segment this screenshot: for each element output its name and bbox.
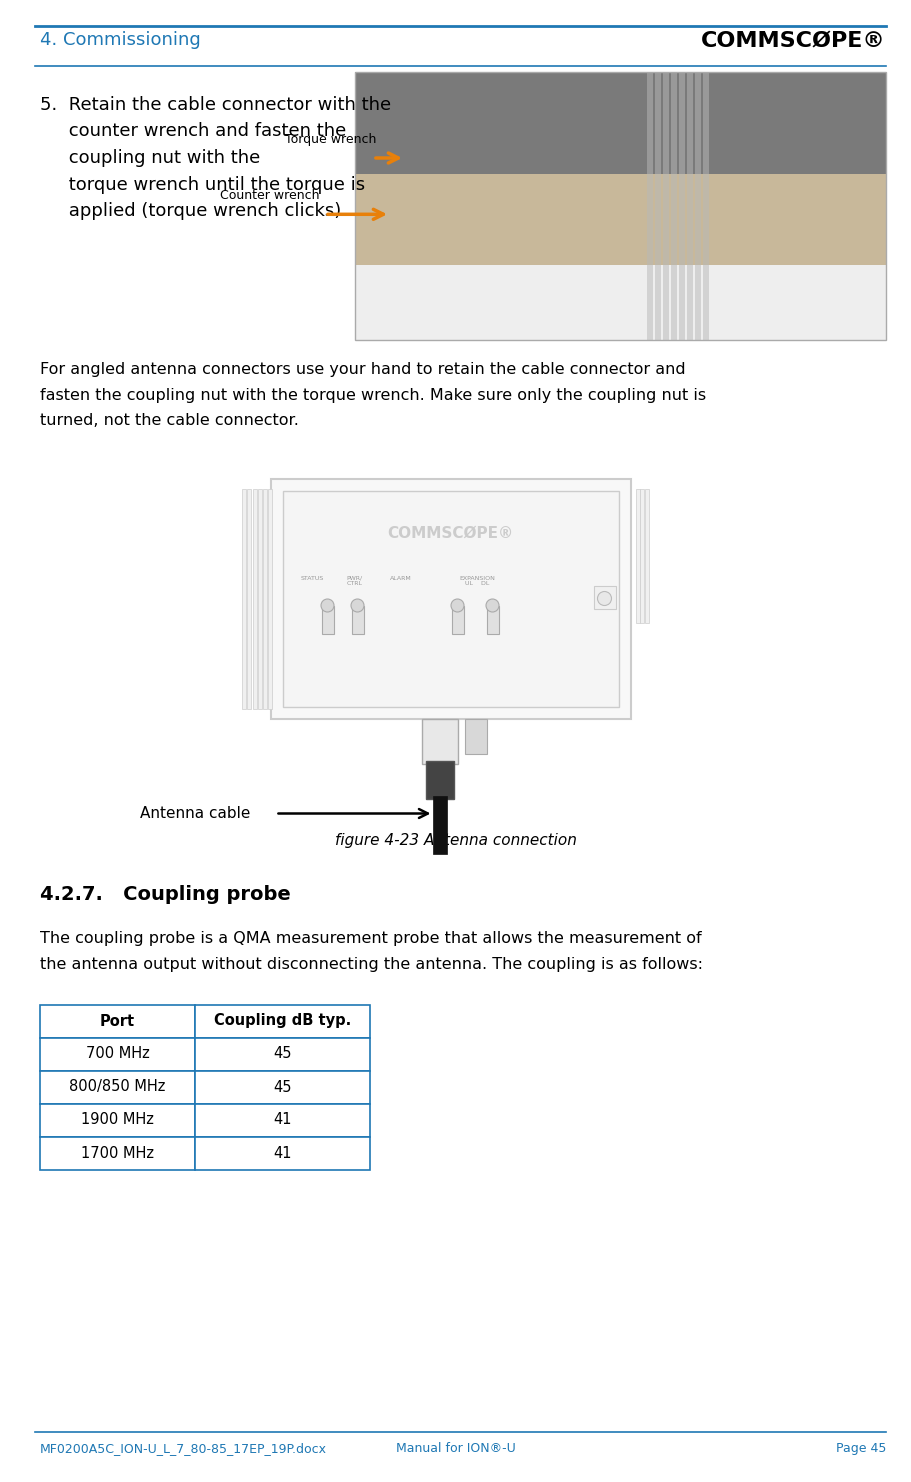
Bar: [355, 173, 886, 265]
Bar: [426, 760, 455, 799]
Text: Antenna cable: Antenna cable: [140, 806, 251, 821]
Bar: [322, 606, 333, 633]
Bar: [423, 719, 458, 763]
Bar: [646, 489, 650, 622]
Bar: [466, 719, 487, 753]
Text: The coupling probe is a QMA measurement probe that allows the measurement of: The coupling probe is a QMA measurement …: [40, 932, 701, 947]
Text: STATUS: STATUS: [301, 575, 324, 581]
Bar: [40, 1037, 195, 1070]
Bar: [352, 606, 363, 633]
Circle shape: [486, 599, 499, 612]
Text: ALARM: ALARM: [390, 575, 412, 581]
Bar: [671, 73, 677, 339]
Bar: [268, 489, 271, 708]
Text: MF0200A5C_ION-U_L_7_80-85_17EP_19P.docx: MF0200A5C_ION-U_L_7_80-85_17EP_19P.docx: [40, 1442, 327, 1455]
Bar: [195, 1104, 370, 1137]
Text: Manual for ION®-U: Manual for ION®-U: [395, 1442, 516, 1455]
Text: 1900 MHz: 1900 MHz: [81, 1113, 154, 1128]
Bar: [242, 489, 247, 708]
Text: 45: 45: [273, 1079, 292, 1095]
Text: Page 45: Page 45: [835, 1442, 886, 1455]
Text: 45: 45: [273, 1046, 292, 1061]
Text: PWR/
CTRL: PWR/ CTRL: [346, 575, 363, 587]
Bar: [248, 489, 251, 708]
Bar: [195, 1070, 370, 1104]
Bar: [655, 73, 661, 339]
Bar: [687, 73, 693, 339]
Text: coupling nut with the: coupling nut with the: [40, 150, 261, 167]
Text: COMMSCØPE®: COMMSCØPE®: [701, 31, 886, 50]
Bar: [695, 73, 701, 339]
Text: Coupling dB typ.: Coupling dB typ.: [214, 1014, 351, 1029]
Text: fasten the coupling nut with the torque wrench. Make sure only the coupling nut : fasten the coupling nut with the torque …: [40, 387, 706, 403]
Circle shape: [351, 599, 364, 612]
Bar: [663, 73, 669, 339]
Bar: [636, 489, 640, 622]
Bar: [486, 606, 498, 633]
Bar: [355, 73, 886, 173]
Circle shape: [598, 591, 611, 606]
Text: turned, not the cable connector.: turned, not the cable connector.: [40, 413, 299, 428]
Bar: [195, 1037, 370, 1070]
Text: 5.  Retain the cable connector with the: 5. Retain the cable connector with the: [40, 96, 391, 114]
Text: 41: 41: [273, 1146, 292, 1160]
Bar: [355, 73, 886, 339]
Bar: [355, 265, 886, 339]
Bar: [434, 796, 447, 854]
Text: EXPANSION
UL    DL: EXPANSION UL DL: [459, 575, 496, 587]
Text: applied (torque wrench clicks).: applied (torque wrench clicks).: [40, 202, 347, 219]
Bar: [258, 489, 261, 708]
Bar: [40, 1070, 195, 1104]
Text: 700 MHz: 700 MHz: [86, 1046, 149, 1061]
Text: torque wrench until the torque is: torque wrench until the torque is: [40, 175, 365, 194]
Text: Torque wrench: Torque wrench: [285, 133, 376, 147]
Circle shape: [451, 599, 464, 612]
Text: Port: Port: [100, 1014, 135, 1029]
Bar: [262, 489, 267, 708]
Bar: [40, 1104, 195, 1137]
Text: 800/850 MHz: 800/850 MHz: [69, 1079, 166, 1095]
Text: figure 4-23 Antenna connection: figure 4-23 Antenna connection: [334, 833, 577, 849]
Bar: [195, 1137, 370, 1169]
Bar: [640, 489, 644, 622]
Text: For angled antenna connectors use your hand to retain the cable connector and: For angled antenna connectors use your h…: [40, 362, 686, 376]
Text: 41: 41: [273, 1113, 292, 1128]
Text: COMMSCØPE®: COMMSCØPE®: [387, 526, 514, 541]
Text: 4. Commissioning: 4. Commissioning: [40, 31, 200, 49]
Bar: [195, 1005, 370, 1037]
Bar: [271, 479, 630, 719]
Text: counter wrench and fasten the: counter wrench and fasten the: [40, 123, 346, 141]
Bar: [593, 587, 616, 609]
Text: Counter wrench: Counter wrench: [220, 190, 320, 203]
Bar: [679, 73, 685, 339]
Text: the antenna output without disconnecting the antenna. The coupling is as follows: the antenna output without disconnecting…: [40, 957, 703, 972]
Bar: [282, 491, 619, 707]
Bar: [703, 73, 709, 339]
Bar: [647, 73, 653, 339]
Bar: [40, 1137, 195, 1169]
Bar: [252, 489, 257, 708]
Text: 1700 MHz: 1700 MHz: [81, 1146, 154, 1160]
Bar: [40, 1005, 195, 1037]
Bar: [452, 606, 464, 633]
Text: 4.2.7.   Coupling probe: 4.2.7. Coupling probe: [40, 886, 291, 904]
Circle shape: [321, 599, 334, 612]
